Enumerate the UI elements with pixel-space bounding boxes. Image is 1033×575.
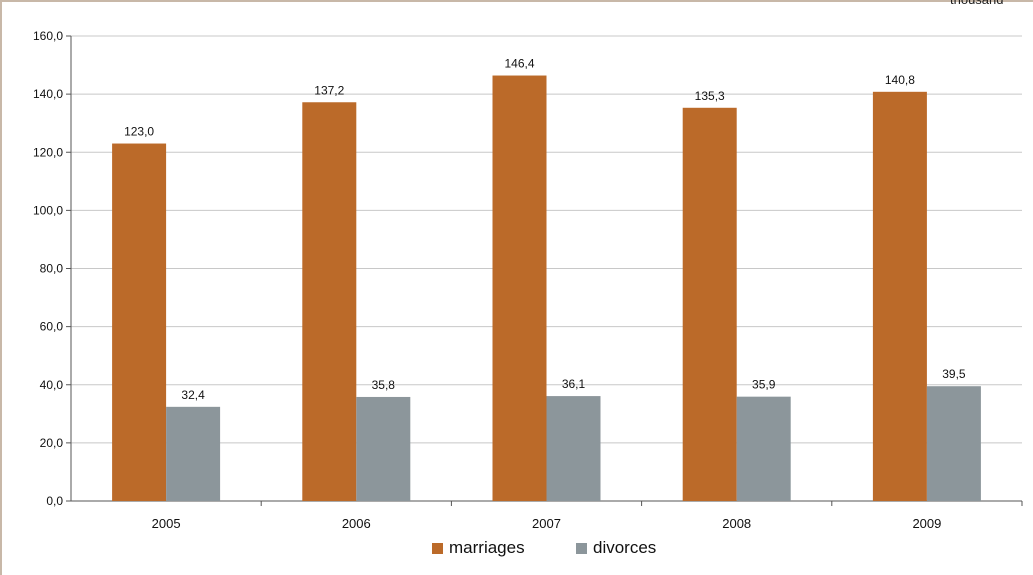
y-tick-label: 40,0: [40, 378, 64, 392]
x-tick-label: 2005: [152, 516, 181, 531]
bar-divorces: [736, 396, 791, 501]
data-label: 137,2: [314, 83, 344, 97]
data-label: 36,1: [562, 377, 586, 391]
bar-divorces: [166, 406, 221, 501]
data-label: 140,8: [885, 73, 915, 87]
chart-legend: marriages divorces: [0, 538, 1033, 562]
data-label: 135,3: [695, 89, 725, 103]
y-tick-label: 120,0: [33, 145, 63, 159]
bar-marriages: [492, 75, 547, 502]
data-label: 123,0: [124, 125, 154, 139]
y-tick-label: 100,0: [33, 203, 63, 217]
x-tick-label: 2008: [722, 516, 751, 531]
data-label: 35,9: [752, 378, 776, 392]
x-tick-label: 2006: [342, 516, 371, 531]
data-label: 32,4: [181, 388, 205, 402]
y-tick-label: 160,0: [33, 29, 63, 43]
bar-marriages: [302, 102, 357, 501]
y-tick-label: 60,0: [40, 320, 64, 334]
legend-label-marriages: marriages: [449, 538, 525, 557]
data-label: 35,8: [372, 378, 396, 392]
data-label: 39,5: [942, 367, 966, 381]
bar-marriages: [872, 91, 927, 502]
bar-divorces: [926, 386, 981, 501]
legend-swatch-divorces: [576, 542, 587, 554]
data-label: 146,4: [504, 57, 534, 71]
x-tick-label: 2009: [912, 516, 941, 531]
legend-item-divorces: divorces: [576, 538, 656, 558]
bar-divorces: [546, 396, 601, 501]
bar-marriages: [682, 107, 737, 502]
y-tick-label: 20,0: [40, 436, 64, 450]
y-tick-label: 140,0: [33, 87, 63, 101]
bar-marriages: [112, 143, 167, 501]
y-tick-label: 0,0: [46, 494, 63, 508]
y-tick-label: 80,0: [40, 262, 64, 276]
bar-divorces: [356, 396, 411, 501]
x-tick-label: 2007: [532, 516, 561, 531]
legend-item-marriages: marriages: [432, 538, 525, 558]
unit-label: thousand: [950, 0, 1004, 7]
legend-swatch-marriages: [432, 542, 443, 554]
legend-label-divorces: divorces: [593, 538, 657, 557]
